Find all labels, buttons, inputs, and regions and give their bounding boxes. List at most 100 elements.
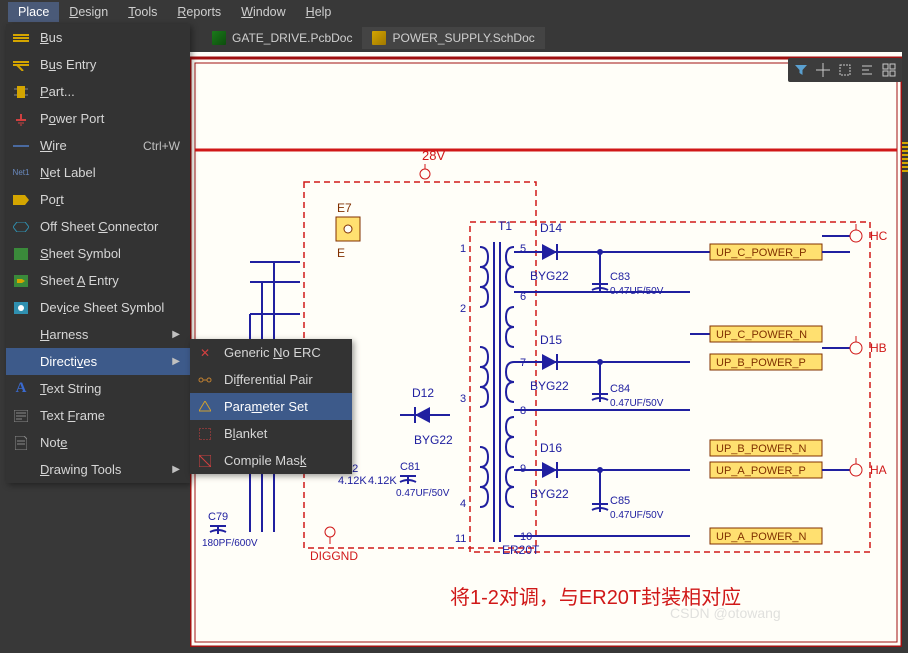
svg-text:D12: D12 <box>412 386 434 400</box>
tab-label: POWER_SUPPLY.SchDoc <box>392 31 534 45</box>
svg-text:E7: E7 <box>337 201 352 215</box>
svg-text:0.47UF/50V: 0.47UF/50V <box>610 510 664 521</box>
label-28v: 28V <box>422 148 445 163</box>
bus-icon <box>12 29 30 47</box>
menu-text-string[interactable]: AText String <box>6 375 190 402</box>
svg-text:BYG22: BYG22 <box>530 379 569 393</box>
menu-device-sheet[interactable]: Device Sheet Symbol <box>6 294 190 321</box>
svg-text:T1: T1 <box>498 219 512 233</box>
menu-port[interactable]: Port <box>6 186 190 213</box>
power-port-icon <box>12 110 30 128</box>
menu-place[interactable]: Place <box>8 2 59 22</box>
tab-power-supply[interactable]: POWER_SUPPLY.SchDoc <box>362 27 544 49</box>
svg-text:E: E <box>337 246 345 260</box>
secondary-group-2: D15 BYG22 C84 0.47UF/50V UP_B_POWER_P UP… <box>514 333 887 456</box>
svg-text:C79: C79 <box>208 511 228 523</box>
menu-sheet-symbol[interactable]: Sheet Symbol <box>6 240 190 267</box>
svg-text:D16: D16 <box>540 441 562 455</box>
svg-text:11: 11 <box>455 533 466 545</box>
svg-text:D15: D15 <box>540 333 562 347</box>
align-icon[interactable] <box>856 59 878 81</box>
place-menu: Bus Bus Entry Part... Power Port WireCtr… <box>6 24 190 483</box>
menu-harness[interactable]: Harness▶ <box>6 321 190 348</box>
select-icon[interactable] <box>834 59 856 81</box>
secondary-group-3: D16 BYG22 C85 0.47UF/50V UP_A_POWER_P UP… <box>514 441 887 544</box>
svg-text:UP_C_POWER_P: UP_C_POWER_P <box>716 247 806 259</box>
document-tabs: GATE_DRIVE.PcbDoc POWER_SUPPLY.SchDoc <box>190 24 908 52</box>
menu-text-frame[interactable]: Text Frame <box>6 402 190 429</box>
canvas-toolbar <box>788 58 902 82</box>
svg-text:3: 3 <box>460 393 466 405</box>
svg-text:UP_B_POWER_P: UP_B_POWER_P <box>716 357 806 369</box>
blanket-icon <box>196 425 214 443</box>
directives-submenu: ✕Generic No ERC Differential Pair Parame… <box>190 339 352 474</box>
svg-text:C84: C84 <box>610 383 630 395</box>
secondary-group-1: D14 BYG22 C83 0.47UF/50V UP_C_POWER_P UP… <box>514 221 888 342</box>
menu-sheet-entry[interactable]: Sheet A Entry <box>6 267 190 294</box>
menu-note[interactable]: Note <box>6 429 190 456</box>
menu-part[interactable]: Part... <box>6 78 190 105</box>
menu-reports[interactable]: Reports <box>167 2 231 22</box>
bus-entry-icon <box>12 56 30 74</box>
menu-no-erc[interactable]: ✕Generic No ERC <box>190 339 352 366</box>
filter-icon[interactable] <box>790 59 812 81</box>
svg-text:HB: HB <box>870 341 887 355</box>
param-set-icon <box>196 398 214 416</box>
crosshair-icon[interactable] <box>812 59 834 81</box>
menu-window[interactable]: Window <box>231 2 295 22</box>
menu-power-port[interactable]: Power Port <box>6 105 190 132</box>
menu-compile-mask[interactable]: Compile Mask <box>190 447 352 474</box>
menu-wire[interactable]: WireCtrl+W <box>6 132 190 159</box>
tab-gate-drive[interactable]: GATE_DRIVE.PcbDoc <box>202 27 362 49</box>
menu-bus[interactable]: Bus <box>6 24 190 51</box>
svg-text:BYG22: BYG22 <box>530 269 569 283</box>
menu-parameter-set[interactable]: Parameter Set <box>190 393 352 420</box>
menu-diff-pair[interactable]: Differential Pair <box>190 366 352 393</box>
menu-directives[interactable]: Directives▶ <box>6 348 190 375</box>
svg-text:HC: HC <box>870 229 888 243</box>
note-icon <box>12 434 30 452</box>
no-erc-icon: ✕ <box>196 344 214 362</box>
horizontal-scrollbar[interactable] <box>190 647 902 653</box>
menu-blanket[interactable]: Blanket <box>190 420 352 447</box>
svg-text:C85: C85 <box>610 495 630 507</box>
label-diggnd: DIGGND <box>310 549 358 563</box>
svg-text:1: 1 <box>460 243 466 255</box>
text-frame-icon <box>12 407 30 425</box>
sheet-symbol-icon <box>12 245 30 263</box>
menu-off-sheet[interactable]: Off Sheet Connector <box>6 213 190 240</box>
svg-text:0.47UF/50V: 0.47UF/50V <box>610 398 664 409</box>
svg-text:4.12K: 4.12K <box>368 475 397 487</box>
diff-pair-icon <box>196 371 214 389</box>
net-label-icon: Net1 <box>12 164 30 182</box>
svg-text:UP_B_POWER_N: UP_B_POWER_N <box>716 443 807 455</box>
port-icon <box>12 191 30 209</box>
menu-drawing-tools[interactable]: Drawing Tools▶ <box>6 456 190 483</box>
svg-text:5: 5 <box>520 243 526 255</box>
svg-text:BYG22: BYG22 <box>530 487 569 501</box>
svg-text:ER20T: ER20T <box>502 543 540 557</box>
compile-mask-icon <box>196 452 214 470</box>
watermark: CSDN @otowang <box>670 605 781 621</box>
transformer-t1: T1 1 2 3 4 11 5 6 7 8 9 10 ER20T <box>455 219 540 557</box>
panel-grip[interactable] <box>902 142 908 172</box>
menu-tools[interactable]: Tools <box>118 2 167 22</box>
svg-text:2: 2 <box>460 303 466 315</box>
right-dock-strip <box>902 52 908 653</box>
svg-text:UP_A_POWER_P: UP_A_POWER_P <box>716 465 806 477</box>
svg-text:D14: D14 <box>540 221 562 235</box>
tab-label: GATE_DRIVE.PcbDoc <box>232 31 352 45</box>
sch-icon <box>372 31 386 45</box>
svg-text:4: 4 <box>460 498 466 510</box>
device-sheet-icon <box>12 299 30 317</box>
pad-e7: E7 E <box>336 201 360 260</box>
part-icon <box>12 83 30 101</box>
menu-help[interactable]: Help <box>296 2 342 22</box>
menu-net-label[interactable]: Net1Net Label <box>6 159 190 186</box>
menu-bus-entry[interactable]: Bus Entry <box>6 51 190 78</box>
svg-text:0.47UF/50V: 0.47UF/50V <box>396 488 450 499</box>
menu-design[interactable]: Design <box>59 2 118 22</box>
svg-text:4.12K: 4.12K <box>338 475 367 487</box>
text-icon: A <box>12 380 30 398</box>
grid-icon[interactable] <box>878 59 900 81</box>
